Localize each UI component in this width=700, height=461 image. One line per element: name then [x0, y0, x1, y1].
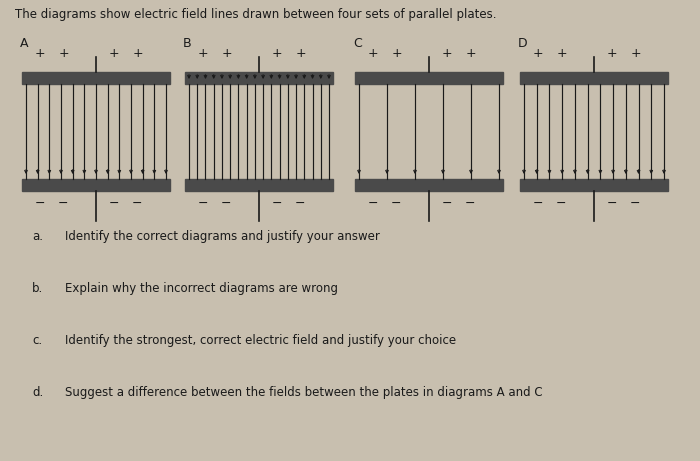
Text: −: −: [58, 196, 69, 209]
Text: +: +: [34, 47, 45, 60]
Text: Identify the correct diagrams and justify your answer: Identify the correct diagrams and justif…: [65, 230, 380, 243]
Text: B: B: [183, 37, 192, 50]
Text: −: −: [34, 196, 45, 209]
Text: −: −: [221, 196, 232, 209]
Text: +: +: [533, 47, 543, 60]
Bar: [520, 72, 668, 84]
Bar: [185, 72, 333, 84]
Text: +: +: [272, 47, 282, 60]
Text: A: A: [20, 37, 29, 50]
Text: +: +: [132, 47, 143, 60]
Text: −: −: [391, 196, 402, 209]
Text: a.: a.: [32, 230, 43, 243]
Text: −: −: [368, 196, 378, 209]
Text: b.: b.: [32, 282, 43, 295]
Text: +: +: [197, 47, 208, 60]
Text: −: −: [197, 196, 208, 209]
Text: +: +: [465, 47, 476, 60]
Text: +: +: [221, 47, 232, 60]
Text: D: D: [518, 37, 528, 50]
Text: +: +: [391, 47, 402, 60]
Text: c.: c.: [32, 334, 42, 347]
Text: −: −: [533, 196, 543, 209]
Text: +: +: [442, 47, 452, 60]
Text: −: −: [132, 196, 143, 209]
Text: The diagrams show electric field lines drawn between four sets of parallel plate: The diagrams show electric field lines d…: [15, 8, 496, 21]
Text: Suggest a difference between the fields between the plates in diagrams A and C: Suggest a difference between the fields …: [65, 386, 542, 399]
Text: −: −: [630, 196, 640, 209]
Text: −: −: [442, 196, 452, 209]
Text: −: −: [108, 196, 119, 209]
Text: −: −: [295, 196, 306, 209]
Text: −: −: [272, 196, 282, 209]
Text: +: +: [556, 47, 567, 60]
Bar: [22, 179, 170, 191]
Text: +: +: [295, 47, 306, 60]
Bar: [185, 179, 333, 191]
Bar: [520, 179, 668, 191]
Text: +: +: [58, 47, 69, 60]
Text: −: −: [606, 196, 617, 209]
Text: +: +: [368, 47, 378, 60]
Text: +: +: [108, 47, 119, 60]
Text: −: −: [556, 196, 567, 209]
Text: Identify the strongest, correct electric field and justify your choice: Identify the strongest, correct electric…: [65, 334, 456, 347]
Bar: [355, 179, 503, 191]
Text: C: C: [353, 37, 362, 50]
Bar: [355, 72, 503, 84]
Text: d.: d.: [32, 386, 43, 399]
Text: +: +: [606, 47, 617, 60]
Text: Explain why the incorrect diagrams are wrong: Explain why the incorrect diagrams are w…: [65, 282, 338, 295]
Text: −: −: [466, 196, 476, 209]
Text: +: +: [630, 47, 640, 60]
Bar: [22, 72, 170, 84]
